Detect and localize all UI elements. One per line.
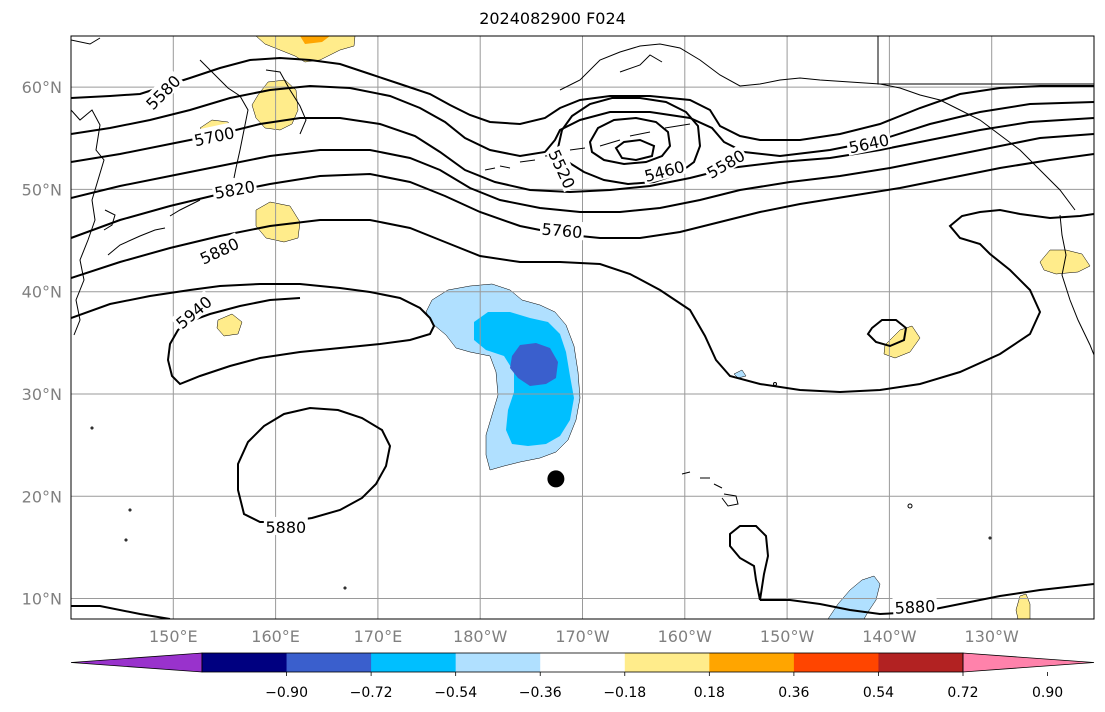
contour-label: 5700 [190,121,238,150]
positive-anomaly-patch [251,79,299,131]
contour-5940-small [866,319,908,348]
contour-label: 5580 [701,144,749,183]
positive-anomaly-patch [300,36,330,44]
colorbar-segment [202,653,288,672]
lon-tick-label: 130°W [965,627,1020,646]
anomaly-shading [199,36,1091,619]
lat-tick-label: 50°N [22,180,62,199]
negative-anomaly-patch [510,343,558,386]
contour-label: 5820 [211,175,258,203]
contour-label: 5940 [170,290,216,333]
lat-tick-label: 10°N [22,590,62,609]
contour-5520 [556,97,702,186]
colorbar-tick-label: −0.90 [265,685,308,701]
colorbar-segment [793,653,879,672]
negative-anomaly-patch [733,369,747,379]
map-title: 2024082900 F024 [479,9,626,28]
colorbar-tick-label: −0.36 [519,685,562,701]
svg-text:5640: 5640 [847,130,891,157]
contour-label: 5880 [263,516,308,537]
colorbar-segment [878,653,964,672]
colorbar-tick-label: −0.54 [434,685,477,701]
colorbar-tick-label: 0.54 [863,685,894,701]
storm-center-marker [547,470,565,488]
contour-5460 [588,116,672,166]
map-frame [70,35,1095,620]
colorbar-tick-label: 0.90 [1032,685,1063,701]
contour-label: 5460 [640,155,688,186]
colorbar-segment [540,653,626,672]
lon-tick-label: 150°W [760,627,815,646]
colorbar-segment [455,653,541,672]
lat-tick-label: 30°N [22,385,62,404]
longitude-labels: 150°E 160°E 170°E 180°W 170°W 160°W 150°W 140°W… [149,627,1019,646]
coastlines [71,36,1094,590]
contour-5820 [71,133,1094,213]
svg-text:5880: 5880 [265,518,306,537]
svg-text:5520: 5520 [544,147,578,192]
contour-5400 [614,138,656,162]
contour-5760 [71,117,1094,194]
height-contours [71,56,1094,619]
contour-label: 5880 [195,232,243,268]
contour-label: 5640 [845,129,893,157]
colorbar-tick-label: 0.18 [694,685,725,701]
lon-tick-label: 160°E [251,627,300,646]
contour-5700 [71,84,1094,158]
colorbar-tick-label: −0.18 [603,685,646,701]
colorbar-tick-label: 0.36 [778,685,809,701]
lat-tick-label: 60°N [22,78,62,97]
contour-label: 5760 [539,218,585,242]
contour-5940 [71,283,436,386]
svg-text:5580: 5580 [704,146,749,183]
colorbar-segment [624,653,710,672]
lon-tick-label: 140°W [862,627,917,646]
lon-tick-label: 170°E [354,627,403,646]
lon-tick-label: 150°E [149,627,198,646]
latitude-labels: 60°N 50°N 40°N 30°N 20°N 10°N [22,78,62,608]
contour-5580 [71,56,1094,141]
svg-text:5820: 5820 [213,177,256,203]
colorbar-segment [371,653,457,672]
colorbar [70,652,1095,673]
svg-text:5700: 5700 [192,123,236,150]
positive-anomaly-patch [1015,593,1031,619]
colorbar-extend-high [962,652,1095,673]
positive-anomaly-patch [255,201,301,243]
lon-tick-label: 170°W [555,627,610,646]
svg-text:5760: 5760 [541,220,583,242]
contour-label: 5520 [544,144,581,193]
lon-tick-label: 180°W [453,627,508,646]
contour-5880-high [237,406,392,523]
colorbar-extend-low [70,652,203,673]
lat-tick-label: 40°N [22,283,62,302]
positive-anomaly-patch [216,313,243,337]
colorbar-tick-label: −0.72 [350,685,393,701]
lat-tick-label: 20°N [22,487,62,506]
colorbar-tick-label: 0.72 [947,685,978,701]
contour-5880-loop [729,525,770,601]
colorbar-segment [286,653,372,672]
positive-anomaly-patch [883,325,921,359]
colorbar-segment [709,653,795,672]
svg-text:5880: 5880 [894,597,936,618]
colorbar-labels: −0.90 −0.72 −0.54 −0.36 −0.18 0.18 0.36 0.54 0.7… [265,672,1063,701]
contour-label: 5880 [892,595,938,618]
marker-layer [547,470,565,488]
lon-tick-label: 160°W [658,627,713,646]
contour-5880 [71,208,1094,394]
